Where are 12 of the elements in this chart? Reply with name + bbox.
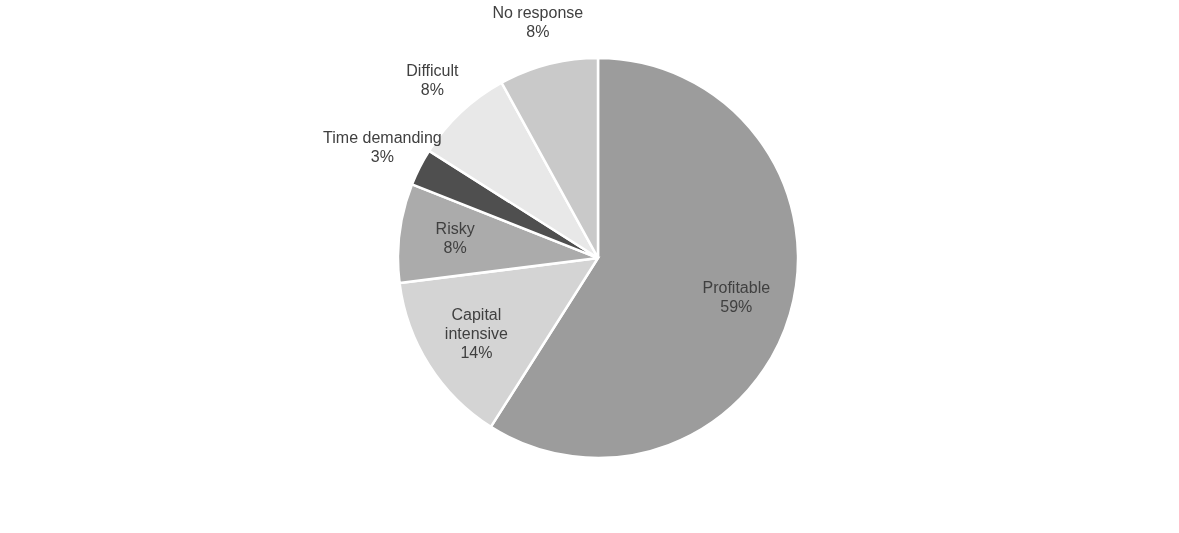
data-label: 8% (526, 23, 550, 41)
data-label: 3% (370, 147, 394, 165)
slice-label: Difficult (406, 62, 459, 80)
slice-label: Time demanding (323, 128, 442, 146)
slice-label: No response (492, 4, 584, 22)
data-label: 8% (420, 81, 444, 99)
data-label: 8% (443, 239, 467, 257)
slice-label: Profitable (702, 278, 771, 296)
slice-label: Capital intensive (444, 306, 509, 343)
data-label: 14% (460, 344, 493, 362)
slice-label: Risky (435, 220, 475, 238)
data-label: 59% (720, 297, 753, 315)
